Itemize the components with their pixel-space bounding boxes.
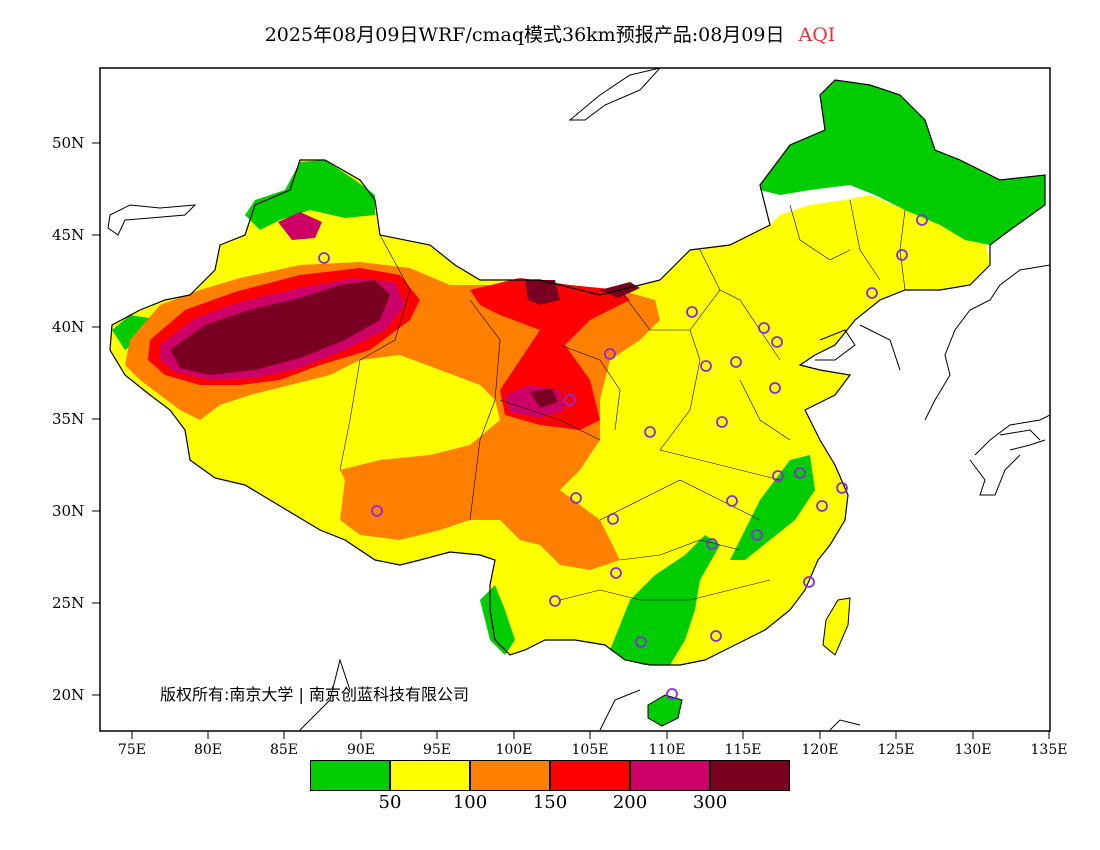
lon-label: 130E xyxy=(954,742,992,758)
title-main: 2025年08月09日WRF/cmaq模式36km预报产品:08月09日 xyxy=(264,24,785,46)
legend-tick-label: 50 xyxy=(378,792,402,813)
lat-label: 35N xyxy=(52,410,85,428)
lat-label: 45N xyxy=(52,226,85,244)
legend-color-box xyxy=(390,760,470,791)
lon-label: 115E xyxy=(724,742,762,758)
lat-label: 20N xyxy=(52,686,85,704)
northwest-magenta-spot xyxy=(278,212,322,240)
legend-tick-label: 300 xyxy=(692,792,728,813)
xinjiang-good-region xyxy=(245,160,375,230)
taiwan-island xyxy=(822,597,851,656)
copyright-text: 版权所有:南京大学 | 南京创蓝科技有限公司 xyxy=(160,685,469,704)
lat-label: 40N xyxy=(52,318,85,336)
lon-label: 75E xyxy=(117,742,147,758)
legend-color-box xyxy=(470,760,550,791)
legend-tick-label: 150 xyxy=(532,792,568,813)
west-good-region xyxy=(112,315,150,350)
lon-label: 135E xyxy=(1030,742,1068,758)
lat-label: 30N xyxy=(52,502,85,520)
legend-tick-label: 100 xyxy=(452,792,488,813)
lon-label: 80E xyxy=(193,742,223,758)
map-title: 2025年08月09日WRF/cmaq模式36km预报产品:08月09日 AQI xyxy=(0,20,1100,47)
tarim-hazardous-region xyxy=(170,280,390,375)
legend-color-box xyxy=(710,760,790,791)
lat-label: 50N xyxy=(52,134,85,152)
northeast-good-region xyxy=(760,80,1045,245)
legend-color-box xyxy=(630,760,710,791)
ningxia-hazardous-spot xyxy=(530,388,558,408)
legend-tick-label: 200 xyxy=(612,792,648,813)
lon-label: 100E xyxy=(495,742,533,758)
china-border xyxy=(109,79,1046,666)
tibet-moderate-patch xyxy=(200,400,340,480)
lon-label: 110E xyxy=(648,742,686,758)
qinghai-moderate-patch xyxy=(355,370,485,448)
lon-label: 95E xyxy=(422,742,452,758)
lon-label: 125E xyxy=(877,742,915,758)
lon-label: 105E xyxy=(571,742,609,758)
lon-label: 85E xyxy=(269,742,299,758)
map-frame xyxy=(99,67,1051,732)
lon-label: 90E xyxy=(346,742,376,758)
hainan-island xyxy=(647,694,683,727)
legend-color-box xyxy=(550,760,630,791)
gansu-hazardous-region xyxy=(525,280,560,305)
lat-label: 25N xyxy=(52,594,85,612)
neighbor-coastlines xyxy=(107,68,1050,731)
monitoring-stations xyxy=(318,214,928,700)
title-variable: AQI xyxy=(798,24,836,46)
gansu-unhealthy-region xyxy=(470,278,630,430)
legend-color-box xyxy=(310,760,390,791)
axis-ticks xyxy=(92,142,1050,739)
yunnan-good-region xyxy=(480,585,515,655)
lon-label: 120E xyxy=(801,742,839,758)
